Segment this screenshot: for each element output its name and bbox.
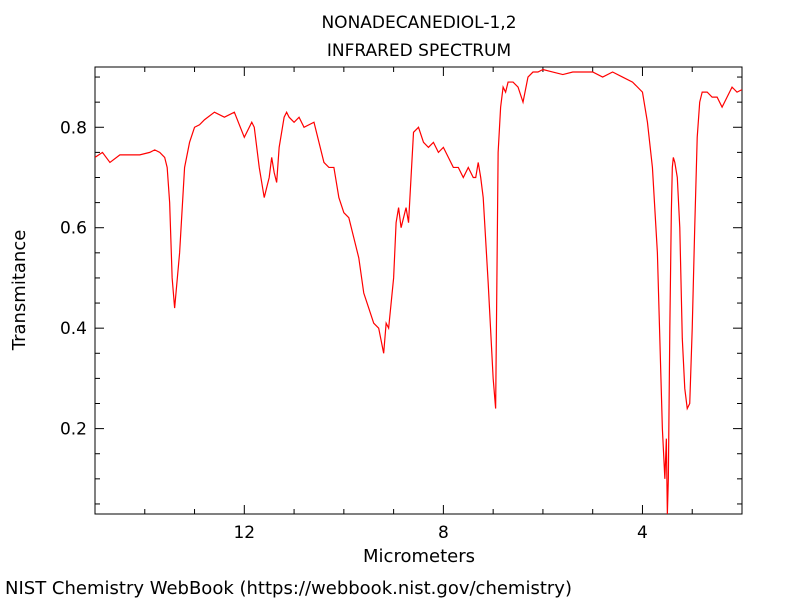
tick-labels: 12 8 4 0.2 0.4 0.6 0.8 (60, 118, 648, 543)
y-tick-label: 0.8 (60, 118, 87, 138)
spectrum-line (95, 68, 742, 514)
y-tick-label: 0.6 (60, 219, 87, 239)
y-tick-label: 0.4 (60, 319, 87, 339)
plot-frame (94, 66, 743, 515)
x-axis-label: Micrometers (363, 546, 475, 567)
chart-title: NONADECANEDIOL-1,2 (321, 13, 516, 33)
axis-ticks (94, 67, 743, 514)
y-axis-label: Transmitance (9, 230, 30, 352)
x-tick-label: 12 (233, 523, 255, 543)
source-footer: NIST Chemistry WebBook (https://webbook.… (5, 578, 572, 599)
chart-subtitle: INFRARED SPECTRUM (327, 41, 511, 61)
x-tick-label: 4 (637, 523, 648, 543)
x-tick-label: 8 (438, 523, 449, 543)
y-tick-label: 0.2 (60, 420, 87, 440)
